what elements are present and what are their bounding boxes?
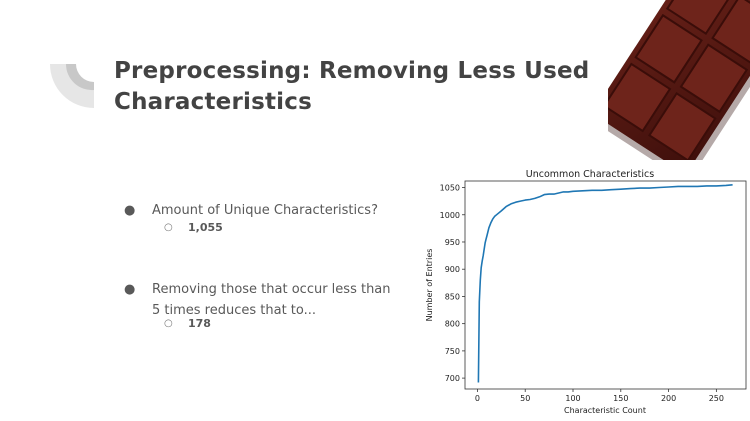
- plot-frame: [464, 180, 747, 390]
- bullet-text: Amount of Unique Characteristics?: [152, 203, 378, 218]
- title-line-1: Preprocessing: Removing Less Used: [114, 58, 590, 84]
- y-tick-label: 900: [445, 265, 460, 274]
- sub-bullet-ring: ○: [164, 318, 173, 329]
- x-tick-label: 100: [565, 394, 580, 403]
- y-axis: 700 750 800 850 900 950 1000 1050: [440, 184, 465, 383]
- sub-bullet-ring: ○: [164, 222, 173, 233]
- title-line-2: Characteristics: [114, 89, 312, 115]
- y-tick-label: 1050: [440, 184, 460, 193]
- sub-bullet-value: 1,055: [188, 221, 223, 234]
- y-tick-label: 750: [445, 347, 460, 356]
- y-tick-label: 950: [445, 238, 460, 247]
- chocolate-bar-image: [608, 0, 750, 160]
- x-axis: 0 50 100 150 200 250: [475, 389, 724, 403]
- x-tick-label: 200: [661, 394, 676, 403]
- y-tick-label: 1000: [440, 211, 460, 220]
- x-tick-label: 0: [475, 394, 480, 403]
- x-axis-label: Characteristic Count: [564, 406, 646, 415]
- y-axis-label: Number of Entries: [425, 249, 434, 322]
- x-tick-label: 50: [520, 394, 530, 403]
- bullet-dot: ●: [124, 203, 136, 218]
- line-chart: Uncommon Characteristics 700 750 800 850 900…: [425, 169, 747, 415]
- bullet-text: Removing those that occur less than 5 ti…: [152, 282, 391, 318]
- y-tick-label: 700: [445, 374, 460, 383]
- chart-title: Uncommon Characteristics: [526, 169, 654, 180]
- quarter-circle-icon: [50, 64, 94, 108]
- x-tick-label: 250: [709, 394, 724, 403]
- slide-title: Preprocessing: Removing Less Used Charac…: [114, 56, 614, 118]
- bullet-dot: ●: [124, 282, 136, 297]
- y-tick-label: 850: [445, 292, 460, 301]
- series-line: [477, 184, 733, 383]
- sub-bullet-value: 178: [188, 317, 211, 330]
- y-tick-label: 800: [445, 320, 460, 329]
- x-tick-label: 150: [613, 394, 628, 403]
